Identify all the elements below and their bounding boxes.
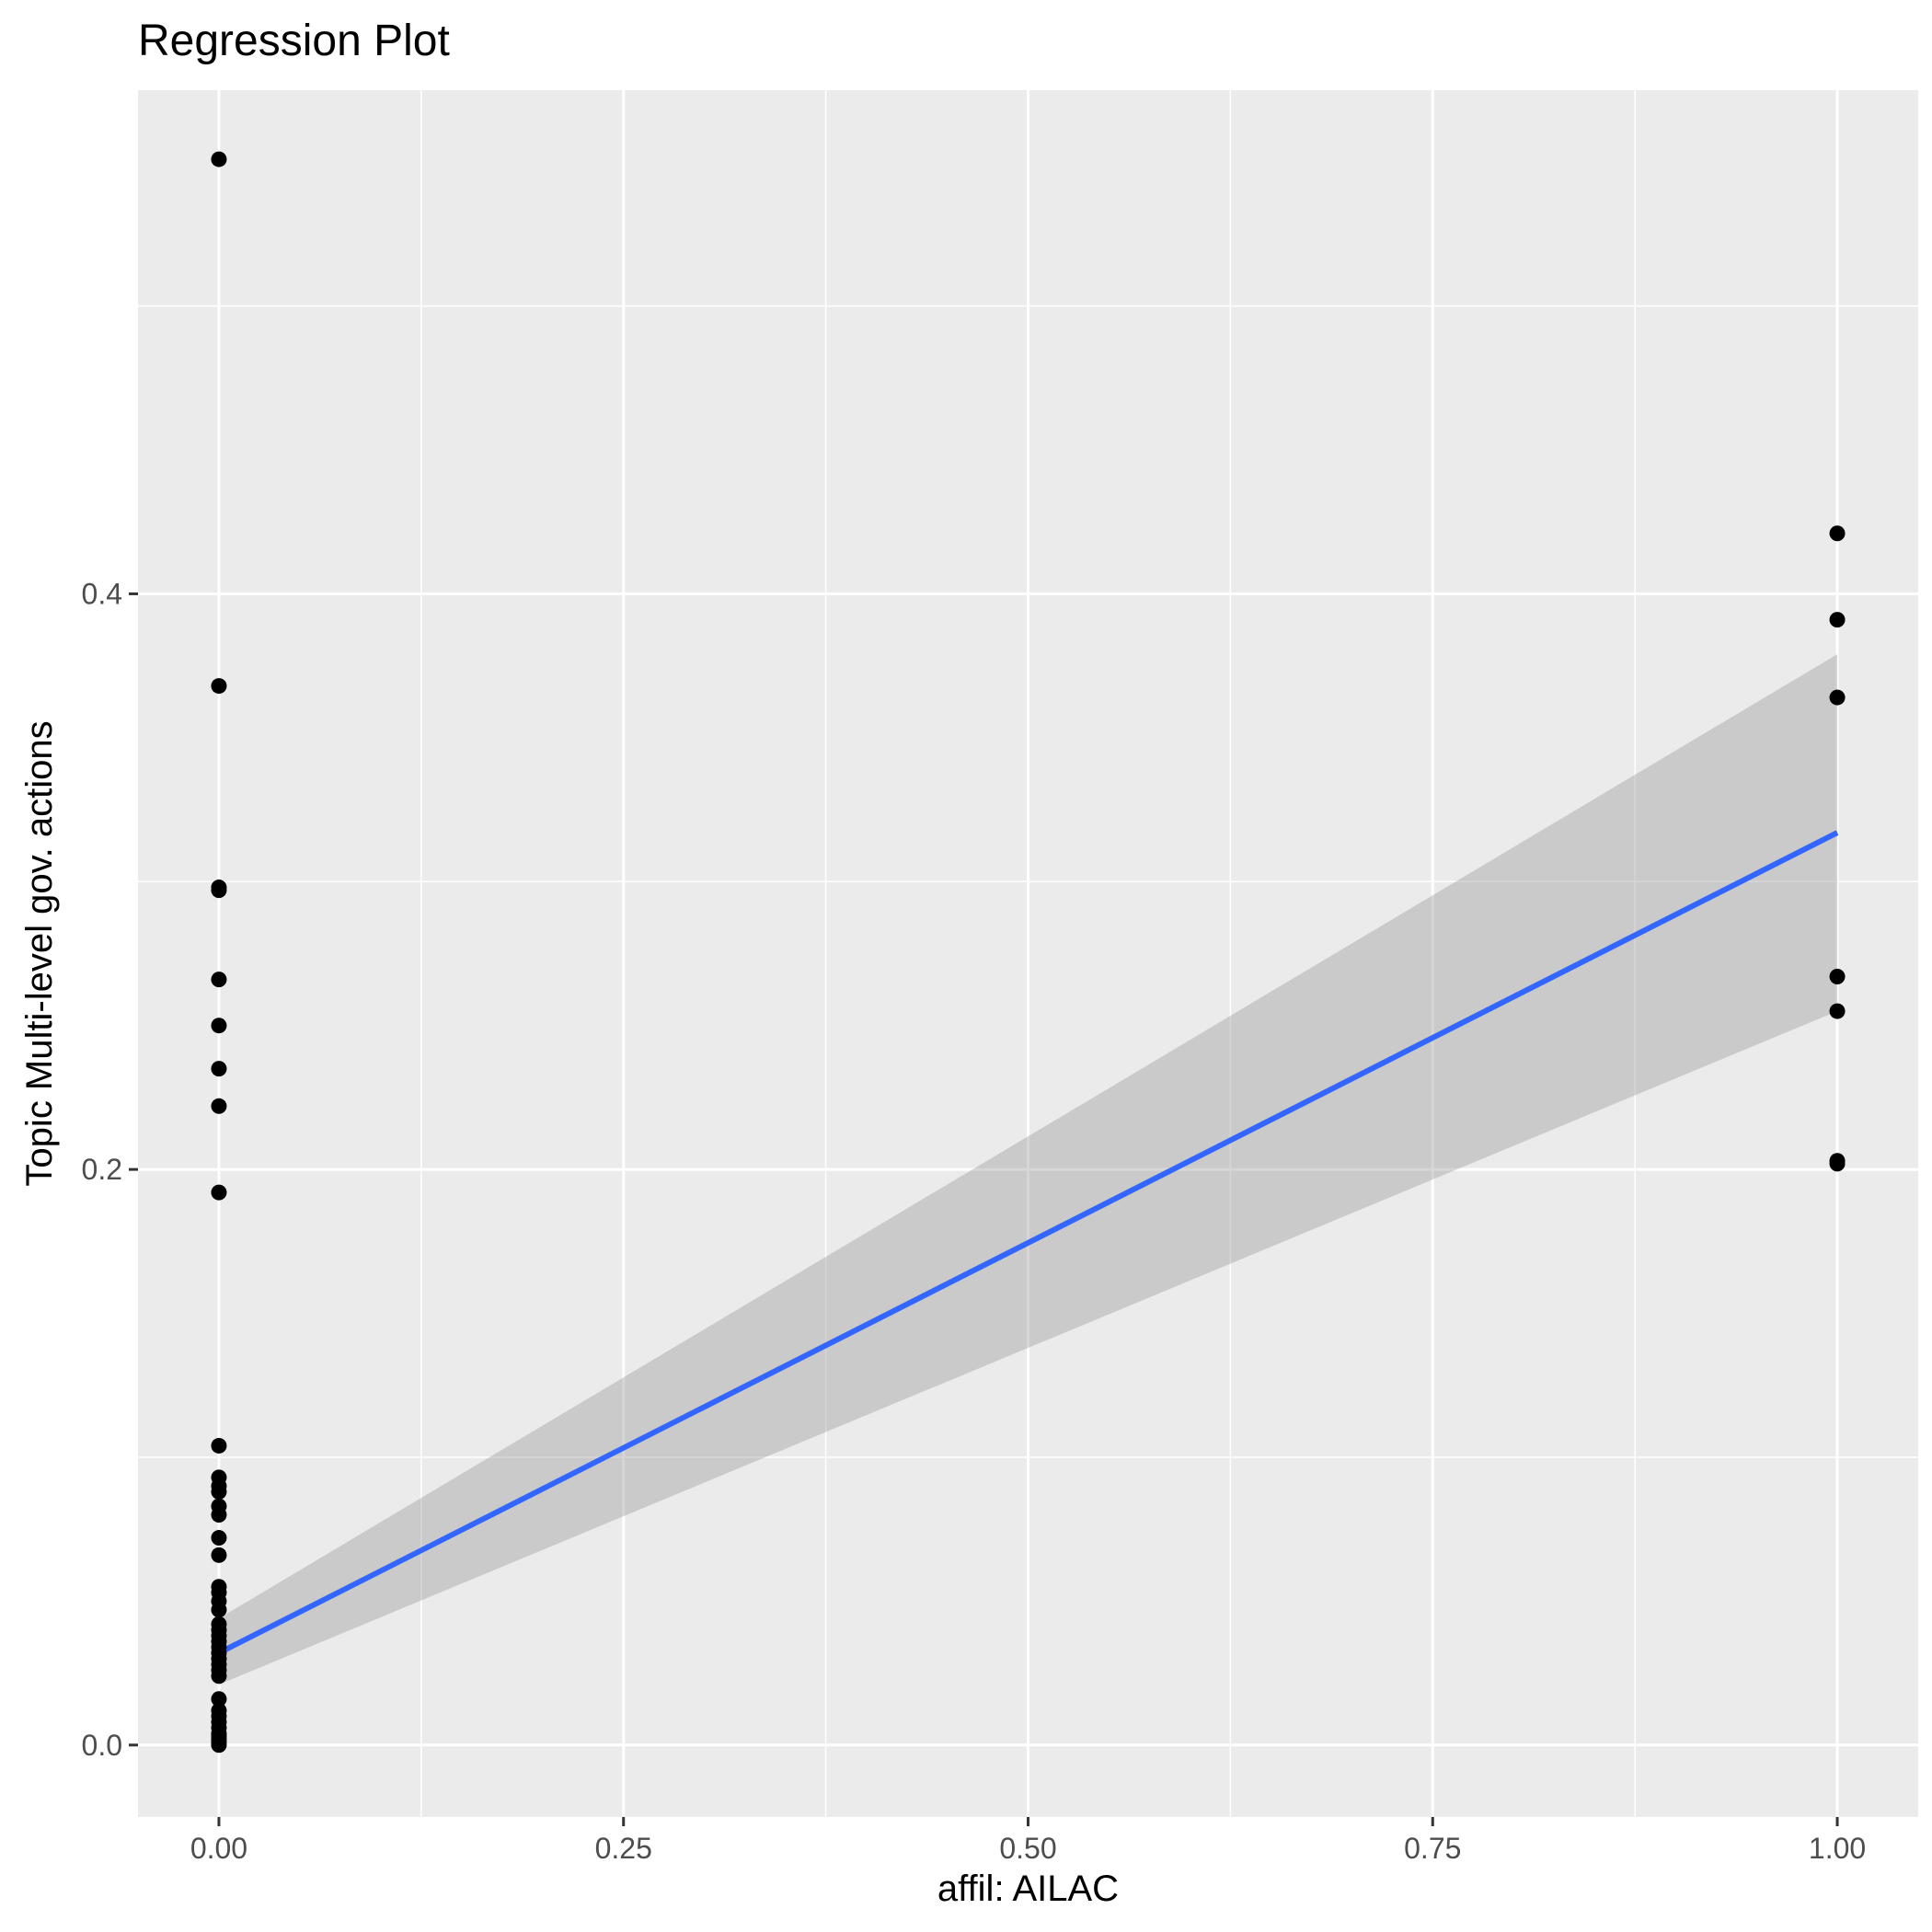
- confidence-band: [218, 654, 1838, 1685]
- data-point: [211, 1530, 227, 1547]
- regression-line: [217, 830, 1839, 1656]
- data-point: [211, 1437, 227, 1454]
- data-point: [1829, 969, 1846, 985]
- confidence-band-layer: [218, 654, 1838, 1685]
- data-point: [211, 1018, 227, 1034]
- data-point: [211, 1602, 227, 1618]
- data-point: [211, 882, 227, 899]
- x-tick-label: 0.25: [595, 1832, 652, 1865]
- data-point: [211, 1184, 227, 1201]
- data-point: [1829, 1156, 1846, 1172]
- y-axis: 0.0 0.2 0.4: [82, 577, 138, 1762]
- data-point: [211, 678, 227, 695]
- chart-title: Regression Plot: [138, 17, 450, 65]
- y-tick-label: 0.2: [82, 1153, 122, 1186]
- regression-line-layer: [217, 830, 1839, 1656]
- data-point: [211, 1507, 227, 1524]
- data-point: [211, 151, 227, 167]
- major-gridlines: [138, 90, 1918, 1817]
- data-point: [1829, 1003, 1846, 1019]
- x-tick-label: 0.75: [1404, 1832, 1461, 1865]
- data-point: [211, 1483, 227, 1500]
- data-point: [1829, 612, 1846, 628]
- y-tick-label: 0.4: [82, 577, 122, 610]
- x-axis-title: affil: AILAC: [937, 1869, 1119, 1909]
- data-point: [1829, 525, 1846, 542]
- data-point: [211, 1098, 227, 1114]
- x-axis: 0.00 0.25 0.50 0.75 1.00: [190, 1817, 1866, 1865]
- points-layer: [211, 151, 1846, 1754]
- data-point: [211, 972, 227, 988]
- x-tick-label: 0.00: [190, 1832, 247, 1865]
- data-point: [211, 1668, 227, 1685]
- data-point: [1829, 689, 1846, 706]
- x-tick-label: 1.00: [1809, 1832, 1866, 1865]
- x-tick-label: 0.50: [999, 1832, 1056, 1865]
- data-point: [211, 1061, 227, 1077]
- data-point: [211, 1547, 227, 1563]
- data-point: [211, 1691, 227, 1708]
- data-point: [211, 1737, 227, 1754]
- y-axis-title: Topic Multi-level gov. actions: [19, 720, 60, 1186]
- y-tick-label: 0.0: [82, 1729, 122, 1762]
